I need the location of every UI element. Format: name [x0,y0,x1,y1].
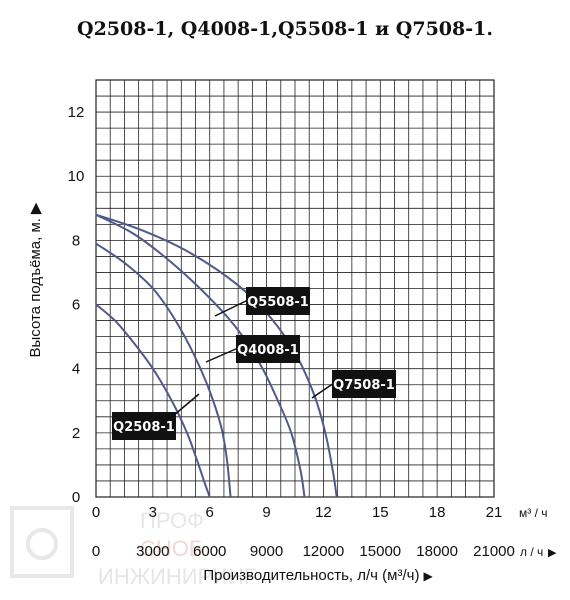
x-tick-label-m3: 18 [429,504,446,521]
series-label-box [236,335,300,363]
series-labels: Q2508-1 Q4008-1 Q5508-1 Q7508-1 [112,287,396,440]
x-tick-label-l: 15000 [359,543,401,560]
x-tick-labels-m3: 0 3 6 9 12 15 18 21 [92,504,503,521]
x-tick-label-l: 18000 [416,543,458,560]
x-tick-label-m3: 12 [315,504,332,521]
x-tick-label-l: 9000 [250,543,283,560]
curve-q7508-1 [95,213,338,498]
company-logo-watermark: ПРОФ СНОБ ИНЖИНИРИНГ [10,506,256,589]
y-tick-label: 4 [72,361,80,378]
series-label-text: Q4008-1 [237,343,299,358]
x-unit-l: л / ч [520,545,543,559]
x-tick-labels-l: 0 3000 6000 9000 12000 15000 18000 21000 [92,543,515,560]
x-tick-label-m3: 15 [372,504,389,521]
x-tick-label-m3: 21 [486,504,503,521]
x-tick-label-l: 6000 [193,543,226,560]
y-tick-label: 8 [72,232,80,249]
series-label-box [332,370,396,398]
series-label-q4008-1: Q4008-1 [236,335,300,363]
chart-title: Q2508-1, Q4008-1,Q5508-1 и Q7508-1. [77,18,493,40]
series-label-q7508-1: Q7508-1 [332,370,396,398]
series-label-text: Q2508-1 [113,420,175,435]
leader-line [205,347,239,363]
curve-q2508-1 [95,303,211,498]
curve-q4008-1 [95,242,232,498]
y-axis-arrow: ▶ [27,202,44,214]
y-tick-label: 10 [68,168,85,185]
x-axis-label: Производительность, л/ч (м³/ч) ▶ [203,567,433,584]
x-unit-m3: м³ / ч [519,506,548,520]
logo-text-3: ИНЖИНИРИНГ [98,564,256,589]
x-tick-label-l: 0 [92,543,100,560]
x-tick-label-m3: 3 [149,504,157,521]
x-unit-l-arrow: ▶ [548,547,557,559]
y-tick-label: 0 [72,489,80,506]
leader-line [311,382,335,399]
y-tick-labels: 0 2 4 6 8 10 12 [68,104,85,506]
series-label-text: Q5508-1 [247,295,309,310]
x-tick-label-m3: 9 [262,504,270,521]
x-axis-arrow: ▶ [423,569,433,583]
x-tick-label-l: 3000 [136,543,169,560]
series-label-q2508-1: Q2508-1 [112,412,176,440]
grid [95,79,495,498]
leader-line [214,299,249,317]
logo-frame [10,506,74,578]
x-tick-label-m3: 6 [206,504,214,521]
x-tick-label-l: 12000 [303,543,345,560]
y-axis-label: Высота подъёма, м. ▶ [27,202,44,357]
x-tick-label-m3: 0 [92,504,100,521]
plot-frame [95,79,495,498]
series-label-q5508-1: Q5508-1 [246,287,310,315]
y-tick-label: 6 [72,297,80,314]
series-curves [95,213,338,498]
logo-circle [26,528,58,560]
series-label-box [112,412,176,440]
x-tick-label-l: 21000 [473,543,515,560]
y-tick-label: 12 [68,104,85,121]
series-label-box [246,287,310,315]
x-axis-label-text: Производительность, л/ч (м³/ч) [203,567,419,584]
series-label-text: Q7508-1 [333,378,395,393]
y-axis-label-text: Высота подъёма, м. [27,218,44,357]
logo-text-2: СНОБ [140,536,203,561]
logo-text-1: ПРОФ [140,508,204,533]
y-tick-label: 2 [72,425,80,442]
leader-line [172,393,200,417]
